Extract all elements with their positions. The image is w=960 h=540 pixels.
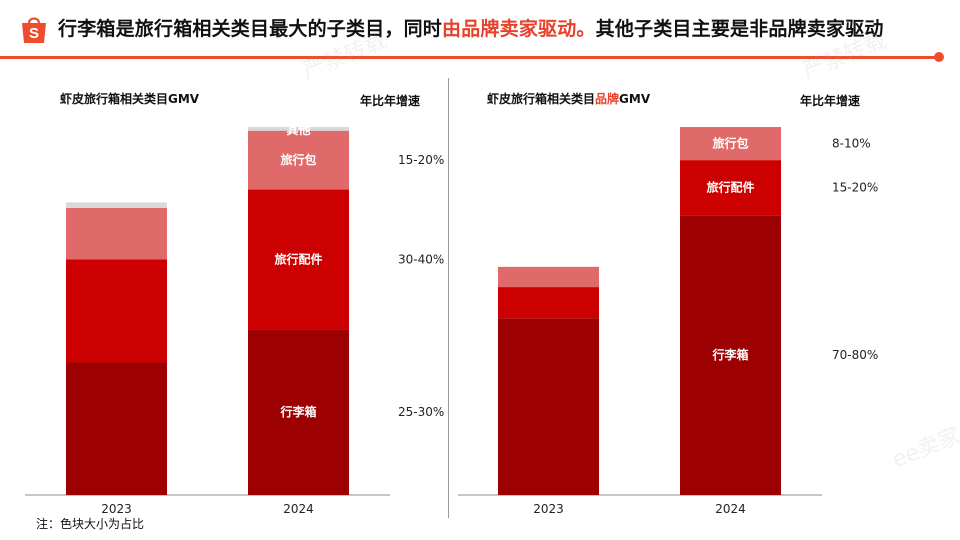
left-chart-title-text: 虾皮旅行箱相关类目GMV	[60, 92, 200, 106]
segment-label: 旅行包	[712, 136, 748, 151]
title-suffix: 其他子类目主要是非品牌卖家驱动	[595, 18, 884, 40]
bar-segment-2024-1	[680, 160, 781, 216]
growth-label: 25-30%	[398, 405, 444, 419]
x-tick-label: 2023	[533, 502, 564, 516]
bar-segment-2023-1	[498, 287, 599, 319]
segment-label: 其他	[286, 122, 310, 137]
growth-label: 30-40%	[398, 252, 444, 266]
x-tick-label: 2024	[715, 502, 746, 516]
left-growth-header: 年比年增速	[360, 94, 421, 108]
segment-label: 旅行包	[280, 152, 316, 167]
right-chart-title-suffix: GMV	[619, 92, 651, 106]
growth-label: 8-10%	[832, 137, 871, 151]
x-tick-label: 2024	[283, 502, 314, 516]
svg-text:S: S	[29, 25, 39, 42]
right-chart-title-highlight: 品牌	[595, 92, 620, 106]
page-title: 行李箱是旅行箱相关类目最大的子类目，同时由品牌卖家驱动。其他子类目主要是非品牌卖…	[58, 14, 884, 41]
growth-label: 15-20%	[832, 181, 878, 195]
left-chart-title: 虾皮旅行箱相关类目GMV	[60, 90, 199, 107]
right-growth-header: 年比年增速	[800, 94, 861, 108]
x-tick-label: 2023	[101, 502, 132, 516]
growth-label: 15-20%	[398, 153, 444, 167]
segment-label: 行李箱	[711, 347, 748, 362]
bar-segment-2024-2	[248, 130, 349, 190]
right-chart-title: 虾皮旅行箱相关类目品牌GMV	[487, 90, 650, 107]
footnote: 注：色块大小为占比	[36, 517, 145, 531]
bar-segment-2023-1	[66, 259, 167, 363]
bar-segment-2024-2	[680, 127, 781, 161]
bar-segment-2023-0	[498, 318, 599, 495]
bar-segment-2024-0	[248, 329, 349, 495]
title-highlight: 由品牌卖家驱动。	[442, 18, 596, 40]
bar-segment-2023-3	[66, 202, 167, 208]
bar-segment-2024-1	[248, 189, 349, 330]
segment-label: 行李箱	[279, 404, 316, 419]
chart-divider	[448, 78, 449, 518]
header-rule-dot	[934, 52, 944, 62]
bar-segment-2023-2	[498, 266, 599, 288]
right-chart-title-text: 虾皮旅行箱相关类目	[487, 92, 596, 106]
segment-label: 旅行配件	[274, 251, 322, 266]
segment-label: 旅行配件	[706, 180, 754, 195]
shopee-logo: S	[22, 17, 46, 43]
growth-label: 70-80%	[832, 348, 878, 362]
bar-segment-2024-3	[248, 127, 349, 131]
title-prefix: 行李箱是旅行箱相关类目最大的子类目，同时	[58, 18, 443, 40]
bar-segment-2023-2	[66, 207, 167, 260]
bar-segment-2023-0	[66, 362, 167, 495]
bar-segment-2024-0	[680, 215, 781, 495]
header-rule	[0, 56, 940, 59]
